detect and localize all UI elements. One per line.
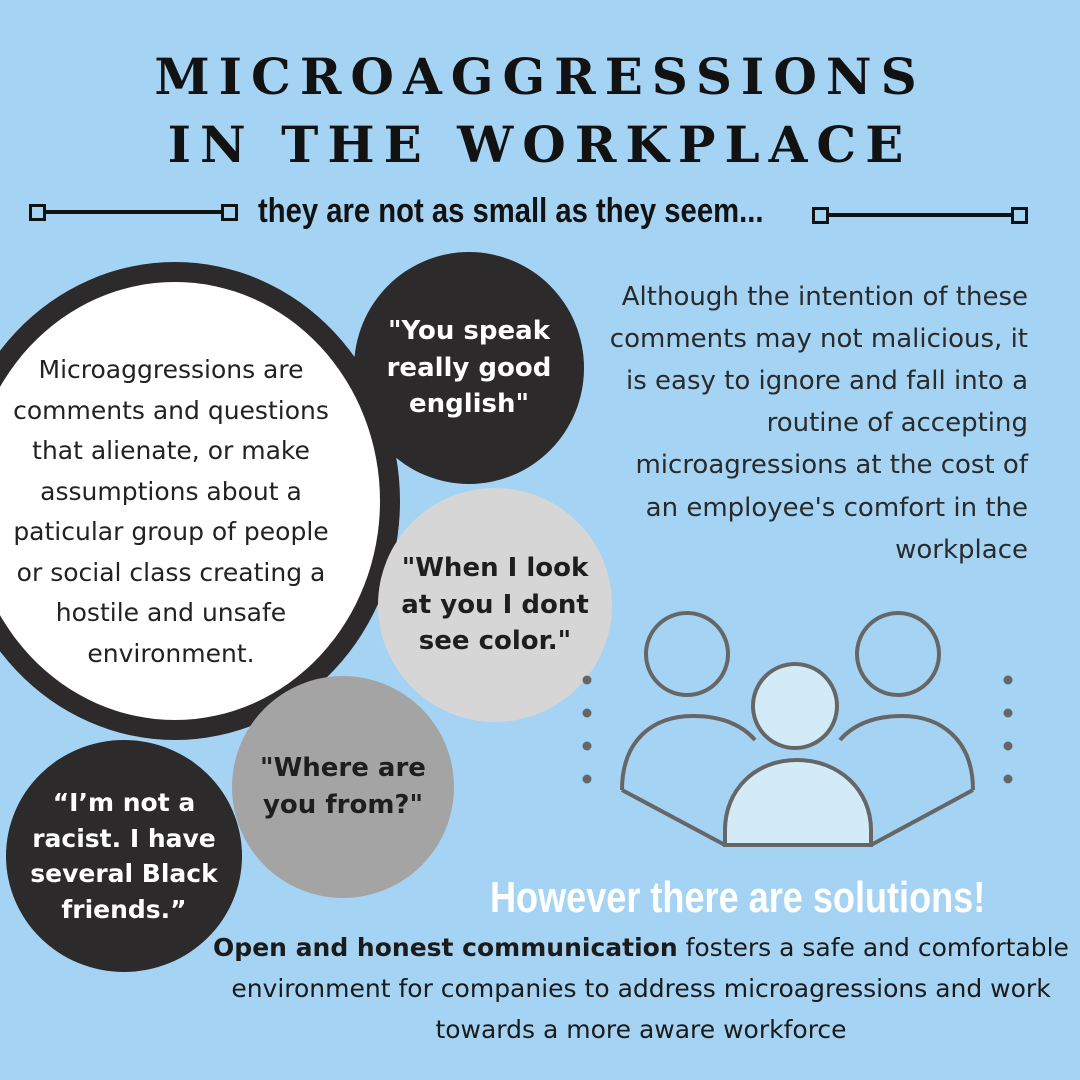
title-line-1: MICROAGGRESSIONS [154,47,926,106]
people-group-icon [582,611,1013,847]
solutions-body-bold: Open and honest communication [213,933,678,962]
intent-text: Although the intention of these comments… [609,282,1028,565]
left-dots-icon [582,675,592,784]
quote-where-from-text: "Where are you from?" [260,753,426,820]
quote-not-racist-text: “I’m not a racist. I have several Black … [30,788,218,924]
left-person-body [620,713,757,791]
definition-text: Microaggressions are comments and questi… [13,355,329,668]
left-person-head [644,611,730,697]
solutions-body: Open and honest communication fosters a … [210,928,1072,1050]
center-person-head [751,662,839,750]
right-dots-icon [1003,675,1013,784]
left-connector-node-start [29,204,46,221]
right-connector-node-end [1011,207,1028,224]
right-person-body [838,713,975,791]
solutions-heading: However there are solutions! [490,873,986,922]
quote-circle-not-racist: “I’m not a racist. I have several Black … [6,740,242,972]
left-connector-line [40,210,230,214]
subtitle: they are not as small as they seem... [258,192,764,230]
quote-circle-english: "You speak really good english" [354,252,584,484]
left-connector-node-end [221,204,238,221]
right-person-head [855,611,941,697]
quote-circle-color: "When I look at you I dont see color." [378,488,612,722]
quote-color-text: "When I look at you I dont see color." [401,552,589,657]
quote-circle-where-from: "Where are you from?" [232,676,454,898]
right-connector-node-start [812,207,829,224]
quote-english-text: "You speak really good english" [386,315,552,420]
title-line-2: IN THE WORKPLACE [167,115,913,174]
right-connector-line [822,213,1018,217]
solutions-body-rest: fosters a safe and comfortable environme… [231,933,1069,1044]
center-person-body [723,757,873,847]
